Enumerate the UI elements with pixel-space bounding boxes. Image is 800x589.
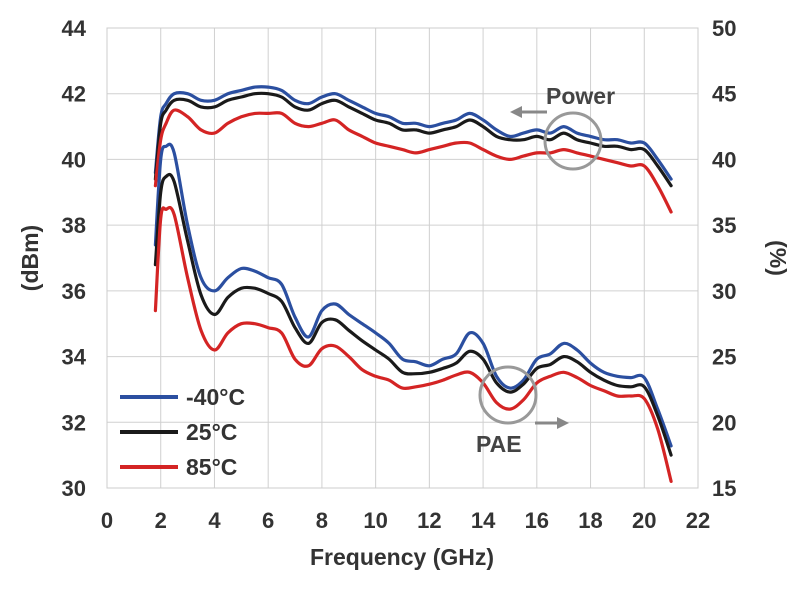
y-left-tick-label: 38: [62, 213, 86, 238]
power-series-line-25c: [153, 91, 673, 188]
x-tick-label: 18: [578, 508, 602, 533]
x-tick-label: 20: [632, 508, 656, 533]
y-left-axis-title: (dBm): [17, 225, 43, 291]
y-right-axis-title: (%): [765, 240, 791, 276]
y-left-tick-label: 44: [62, 16, 87, 41]
series-lines: [153, 85, 673, 483]
y-left-tick-label: 40: [62, 147, 86, 172]
pae-series-line-85c: [153, 205, 673, 483]
power-arrow-head: [510, 106, 522, 118]
x-tick-label: 4: [208, 508, 221, 533]
power-series-line-85c: [153, 108, 673, 214]
legend-label-minus40: -40°C: [186, 384, 245, 410]
power-series-line-minus40c: [153, 85, 673, 181]
y-left-tick-label: 34: [62, 345, 87, 370]
pae-annotation-label: PAE: [476, 431, 522, 457]
x-tick-label: 2: [155, 508, 167, 533]
y-right-tick-label: 45: [712, 82, 736, 107]
x-tick-labels: 0 2 4 6 8 10 12 14 16 18 20 22: [101, 508, 710, 533]
x-tick-label: 8: [316, 508, 328, 533]
y-left-tick-label: 30: [62, 476, 86, 501]
annotations: Power PAE: [476, 83, 615, 457]
power-annotation-label: Power: [546, 83, 615, 109]
y-right-tick-label: 15: [712, 476, 736, 501]
y-right-tick-label: 30: [712, 279, 736, 304]
y-left-tick-labels: 30 32 34 36 38 40 42 44: [62, 16, 87, 501]
pae-series-line-25c: [153, 172, 673, 457]
x-tick-label: 0: [101, 508, 113, 533]
legend-item-85: 85°C: [120, 454, 237, 480]
x-tick-label: 10: [363, 508, 387, 533]
x-tick-label: 22: [686, 508, 710, 533]
x-tick-label: 12: [417, 508, 441, 533]
y-right-tick-label: 20: [712, 410, 736, 435]
power-highlight-circle: [543, 111, 603, 171]
x-axis-title: Frequency (GHz): [310, 544, 494, 570]
legend-label-25: 25°C: [186, 419, 237, 445]
y-right-tick-labels: 15 20 25 30 35 40 45 50: [712, 16, 736, 501]
x-tick-label: 16: [525, 508, 549, 533]
pae-arrow-head: [557, 417, 569, 429]
y-right-tick-label: 35: [712, 213, 736, 238]
legend-item-25: 25°C: [120, 419, 237, 445]
legend-item-minus40: -40°C: [120, 384, 245, 410]
y-left-tick-label: 42: [62, 82, 86, 107]
y-right-tick-label: 25: [712, 345, 736, 370]
x-tick-label: 6: [262, 508, 274, 533]
pae-series-line-minus40c: [153, 142, 673, 448]
y-left-tick-label: 36: [62, 279, 86, 304]
y-right-tick-label: 40: [712, 147, 736, 172]
pae-highlight-circle: [478, 365, 538, 425]
y-right-tick-label: 50: [712, 16, 736, 41]
legend: -40°C 25°C 85°C: [120, 384, 245, 480]
y-left-tick-label: 32: [62, 410, 86, 435]
x-tick-label: 14: [471, 508, 496, 533]
legend-label-85: 85°C: [186, 454, 237, 480]
plot-area-frame: [106, 27, 699, 489]
